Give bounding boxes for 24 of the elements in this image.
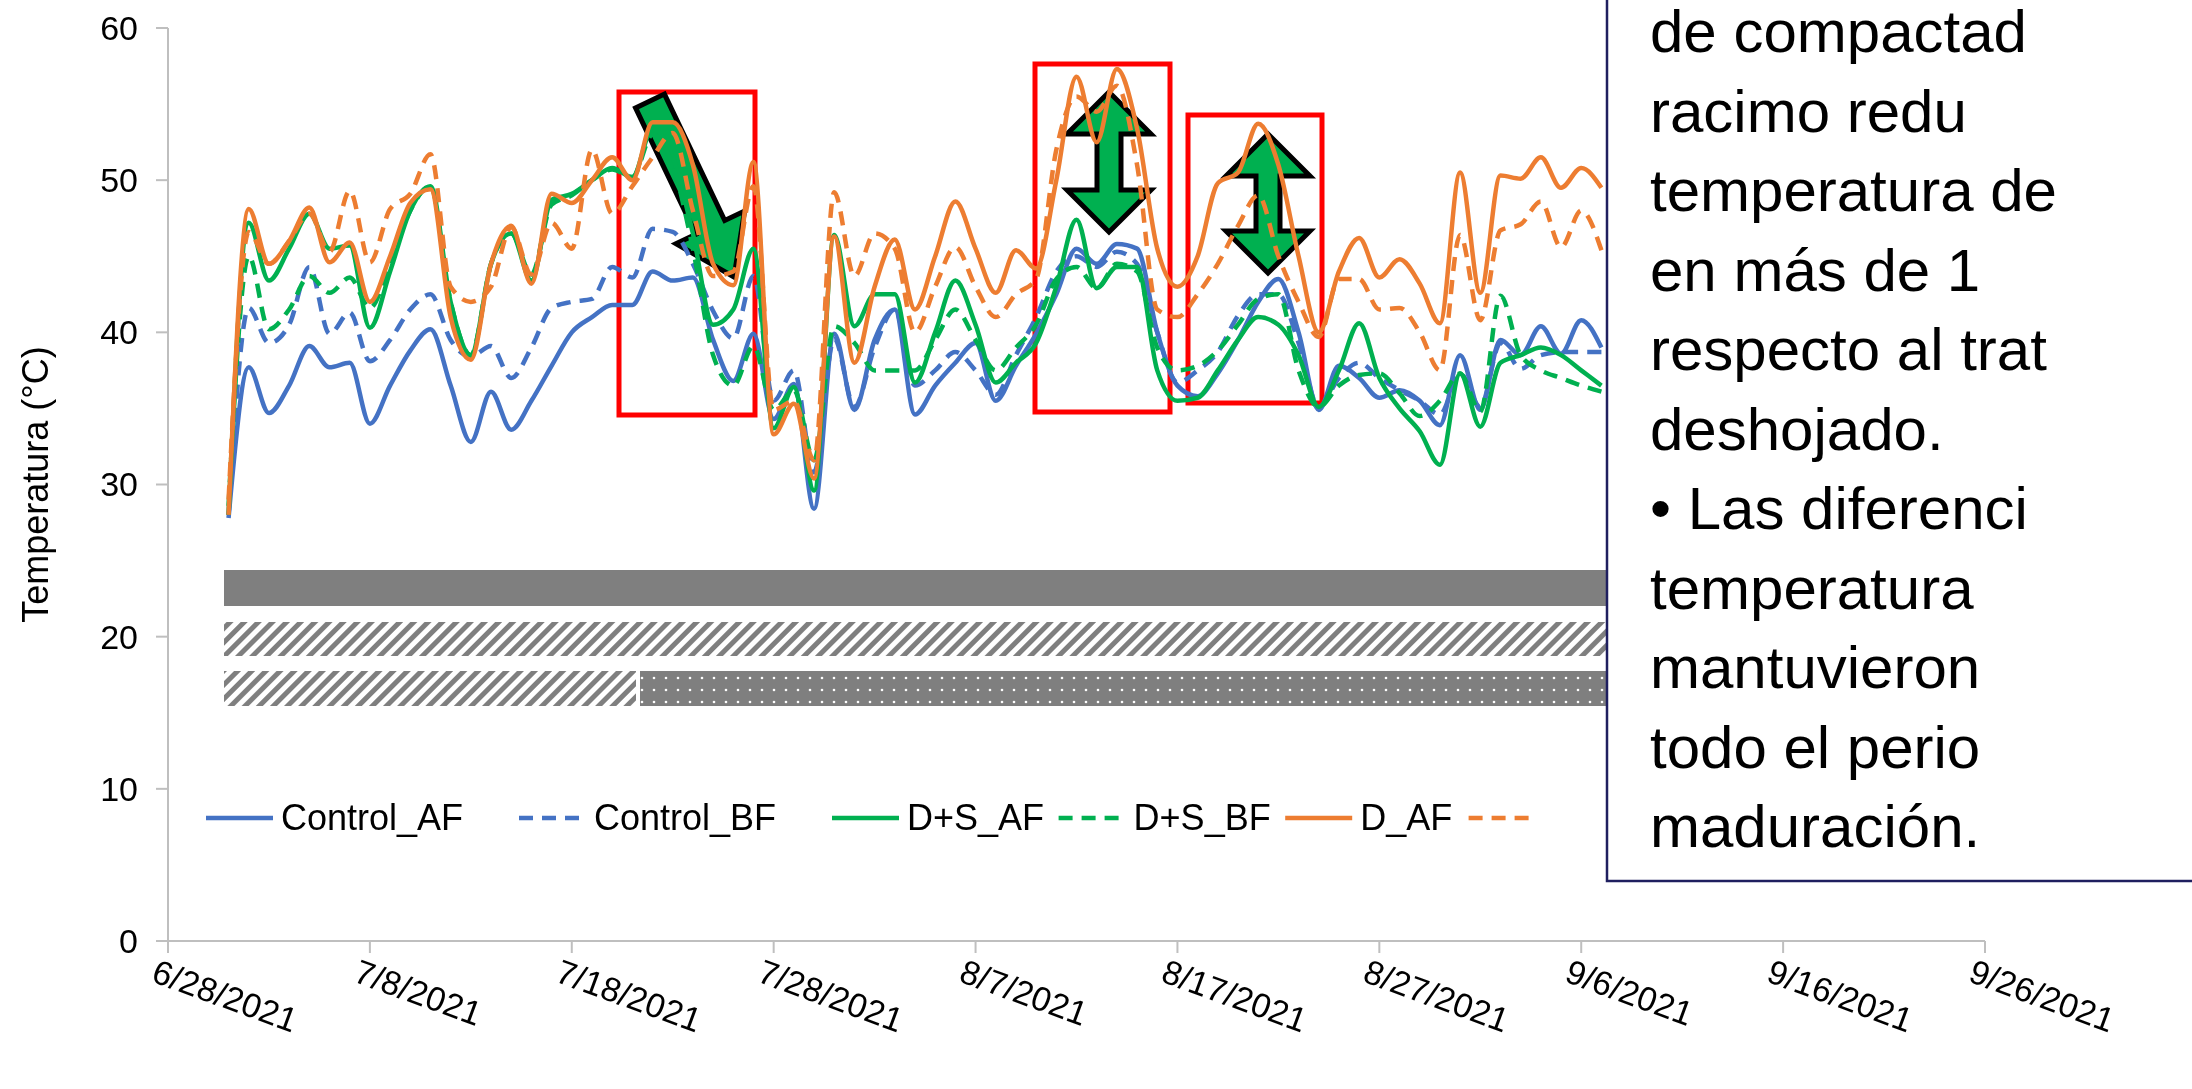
annotation: maduración. [1650,793,1981,860]
annotation: en más de 1 [1650,236,1981,304]
annotation: racimo redu [1650,77,1967,145]
legend-label: D_AF [1360,797,1453,838]
y-tick-label: 40 [100,313,138,352]
legend-label: D+S_AF [907,797,1045,838]
y-axis-title: Temperatura (°C) [15,346,56,623]
legend-label: Control_BF [594,797,777,838]
y-tick-label: 20 [100,617,138,656]
y-tick-label: 60 [100,8,138,47]
annotation: de compactad [1650,0,2027,65]
annotation: temperatura [1650,554,1975,622]
annotation: deshojado. [1650,395,1944,463]
y-tick-label: 0 [119,921,138,960]
y-tick-label: 10 [100,769,138,808]
annotation: todo el perio [1650,713,1981,781]
annotation: temperatura de [1650,157,2057,224]
legend-label: Control_AF [281,797,464,838]
annotation: respecto al trat [1650,316,2048,383]
y-tick-label: 50 [100,161,138,200]
y-tick-label: 30 [100,465,138,504]
annotation: mantuvieron [1650,634,1981,701]
annotation: • Las diferenci [1650,475,2028,542]
legend-label: D+S_BF [1133,797,1271,838]
